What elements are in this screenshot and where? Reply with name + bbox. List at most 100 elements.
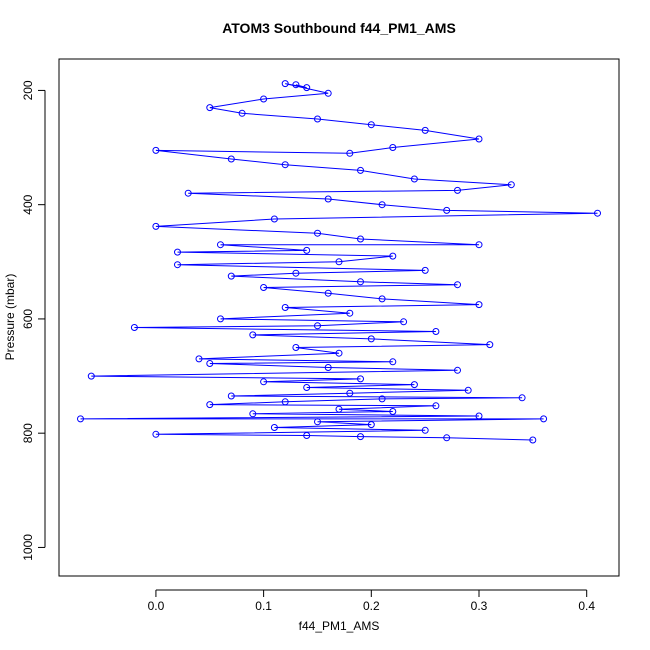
data-point <box>357 433 364 441</box>
data-point <box>292 344 300 351</box>
data-point <box>378 395 386 403</box>
x-tick-label: 0.0 <box>148 599 165 613</box>
data-point <box>152 146 160 154</box>
data-point <box>486 341 494 349</box>
data-point <box>217 241 224 249</box>
data-point <box>227 392 235 400</box>
data-point <box>314 229 321 237</box>
data-point <box>529 436 537 444</box>
data-point <box>454 281 461 289</box>
data-point <box>400 318 408 326</box>
data-point <box>367 335 375 343</box>
x-axis: 0.0 0.1 0.2 0.3 0.4 <box>148 589 595 613</box>
data-point <box>421 126 429 134</box>
y-tick-label: 800 <box>21 423 35 443</box>
data-point <box>184 189 192 197</box>
data-point <box>152 222 160 230</box>
data-point <box>594 209 601 217</box>
data-point <box>540 415 548 423</box>
data-point <box>443 434 451 442</box>
data-point <box>303 384 311 391</box>
plot-frame <box>58 58 620 577</box>
data-point <box>206 401 214 409</box>
data-point <box>335 405 343 413</box>
data-point <box>389 144 397 151</box>
data-point <box>367 121 375 129</box>
data-point <box>357 166 364 174</box>
data-point <box>281 304 289 311</box>
data-point <box>507 181 515 189</box>
data-point <box>378 295 386 303</box>
data-point <box>249 410 257 418</box>
data-point <box>292 81 300 89</box>
data-point <box>314 115 321 123</box>
data-point <box>303 432 311 439</box>
data-point <box>367 421 375 429</box>
chart-title: ATOM3 Southbound f44_PM1_AMS <box>222 20 456 36</box>
data-point <box>270 424 278 431</box>
data-point <box>260 284 268 291</box>
data-point <box>206 360 214 367</box>
data-point <box>464 386 472 394</box>
data-point <box>475 412 483 420</box>
data-point <box>174 248 181 256</box>
data-point <box>346 149 354 157</box>
series-group <box>77 80 601 444</box>
data-point <box>195 355 203 363</box>
data-point <box>335 258 343 266</box>
data-point <box>346 309 354 317</box>
data-point <box>152 430 160 438</box>
data-point <box>303 246 311 254</box>
data-point <box>475 241 483 249</box>
data-point <box>410 175 418 183</box>
data-point <box>432 328 440 335</box>
data-point <box>421 426 429 434</box>
data-point <box>77 415 84 423</box>
data-point <box>389 408 397 415</box>
data-point <box>346 389 354 397</box>
data-point <box>303 84 311 92</box>
data-point <box>249 331 257 339</box>
data-point <box>475 135 483 143</box>
data-point <box>324 89 332 97</box>
data-point <box>443 206 451 214</box>
data-point <box>281 80 289 88</box>
data-point <box>238 109 246 117</box>
data-point <box>281 398 289 406</box>
y-tick-label: 400 <box>21 194 35 214</box>
data-point <box>227 272 235 280</box>
y-tick-label: 1000 <box>21 534 35 561</box>
data-point <box>281 161 289 169</box>
data-point <box>475 301 483 309</box>
data-point <box>314 322 321 330</box>
y-tick-label: 200 <box>21 80 35 100</box>
data-point <box>324 289 332 297</box>
y-axis-label: Pressure (mbar) <box>3 274 17 361</box>
data-point <box>174 261 181 269</box>
data-point <box>518 394 526 402</box>
data-point <box>292 269 300 277</box>
data-point <box>270 215 278 223</box>
data-point <box>357 235 364 243</box>
data-point <box>389 358 397 366</box>
x-tick-label: 0.1 <box>255 599 272 613</box>
data-point <box>378 201 386 209</box>
data-point <box>314 418 321 426</box>
data-point <box>357 278 364 286</box>
data-point <box>217 315 224 323</box>
data-point <box>87 372 95 380</box>
x-axis-label: f44_PM1_AMS <box>299 619 380 633</box>
data-point <box>324 364 332 371</box>
data-point <box>206 104 214 112</box>
data-point <box>454 366 461 374</box>
series-line <box>80 83 598 441</box>
plot-data <box>77 80 601 444</box>
data-point <box>260 95 268 103</box>
x-tick-label: 0.2 <box>363 599 380 613</box>
data-point <box>227 155 235 163</box>
data-point <box>335 349 343 357</box>
data-point <box>260 378 268 386</box>
data-point <box>389 252 397 260</box>
x-tick-label: 0.3 <box>471 599 488 613</box>
data-point <box>357 375 364 383</box>
